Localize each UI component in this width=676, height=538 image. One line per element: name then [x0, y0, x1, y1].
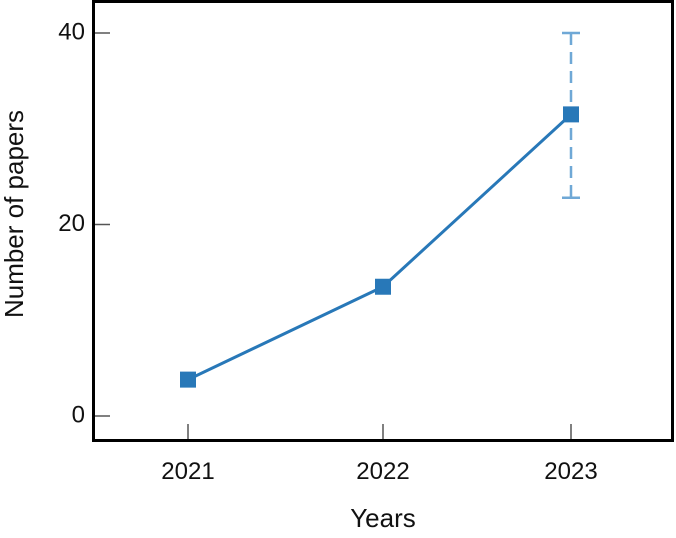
series-markers [180, 106, 579, 388]
data-point-marker [375, 278, 391, 295]
x-tick-label: 2022 [356, 458, 409, 485]
x-tick-label: 2021 [161, 458, 214, 485]
x-tick-label: 2023 [544, 458, 597, 485]
data-point-marker [180, 371, 196, 388]
y-tick-label: 40 [58, 18, 85, 45]
y-tick-label: 0 [72, 401, 85, 428]
data-point-marker [563, 106, 579, 123]
plot-frame [92, 0, 674, 442]
y-axis: 0 20 40 [58, 18, 110, 428]
x-axis: 2021 2022 2023 [161, 424, 598, 485]
series-line [187, 113, 573, 381]
y-axis-title: Number of papers [0, 110, 29, 318]
y-tick-label: 20 [58, 210, 85, 237]
x-axis-title: Years [350, 503, 416, 533]
